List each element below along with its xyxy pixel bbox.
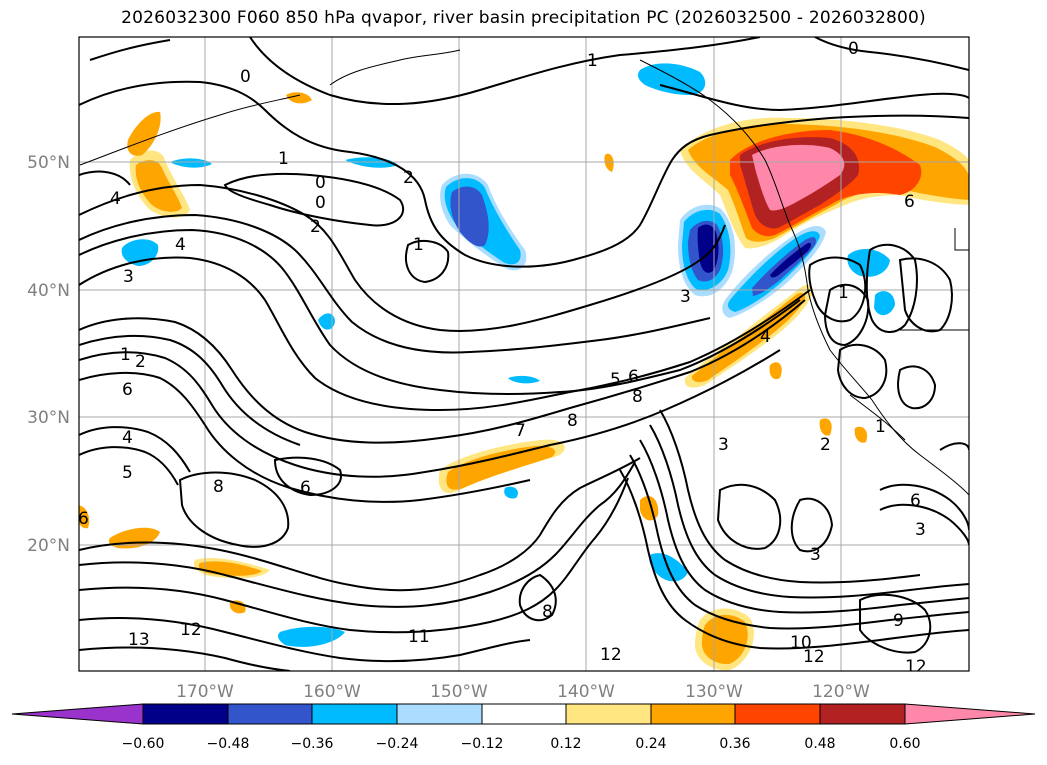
- contour-label: 6: [628, 367, 639, 387]
- longitude-labels: 170°W 160°W 150°W 140°W 130°W 120°W: [176, 682, 870, 702]
- contour-label: 5: [610, 370, 621, 390]
- lat-label-20n: 20°N: [27, 536, 70, 556]
- contour-label: 12: [803, 647, 825, 667]
- contour-label: 7: [515, 421, 526, 441]
- colorbar-tick-label: −0.48: [207, 736, 250, 752]
- contour-label: 0: [315, 173, 326, 193]
- colorbar-segment: [143, 704, 228, 724]
- contour-label: 13: [128, 630, 150, 650]
- colorbar-tick-label: 0.48: [804, 736, 835, 752]
- contour-label: 8: [213, 477, 224, 497]
- contour-label: 6: [78, 509, 89, 529]
- contour-label: 6: [300, 478, 311, 498]
- map-frame: [78, 36, 970, 672]
- lon-label-150w: 150°W: [430, 682, 488, 702]
- lon-label-140w: 140°W: [557, 682, 615, 702]
- colorbar-segment: [820, 704, 905, 724]
- colorbar-segment: [312, 704, 397, 724]
- colorbar: −0.60 −0.48 −0.36 −0.24 −0.12 0.12 0.24 …: [11, 703, 1036, 752]
- latitude-labels: 50°N 40°N 30°N 20°N: [27, 153, 70, 556]
- contour-label: 4: [122, 428, 133, 448]
- contour-label: 0: [315, 193, 326, 213]
- contour-label: 4: [175, 235, 186, 255]
- contour-label: 3: [810, 545, 821, 565]
- colorbar-segment: [651, 704, 735, 724]
- contour-label: 5: [122, 463, 133, 483]
- colorbar-tick-label: 0.60: [889, 736, 920, 752]
- contour-label: 3: [915, 520, 926, 540]
- contour-label: 4: [760, 327, 771, 347]
- colorbar-segment: [228, 704, 312, 724]
- map-title: 2026032300 F060 850 hPa qvapor, river ba…: [121, 8, 926, 28]
- contour-label: 1: [838, 283, 849, 303]
- colorbar-tick-label: 0.36: [719, 736, 750, 752]
- contour-label: 1: [120, 345, 131, 365]
- lon-label-160w: 160°W: [303, 682, 361, 702]
- colorbar-extend-low: [12, 704, 143, 724]
- contour-label: 1: [413, 235, 424, 255]
- contour-label: 3: [680, 287, 691, 307]
- coastlines: [79, 49, 969, 496]
- contour-label: 0: [848, 39, 859, 59]
- colorbar-extend-high: [905, 704, 1035, 724]
- lat-label-30n: 30°N: [27, 408, 70, 428]
- contour-label: 8: [542, 602, 553, 622]
- contour-label: 8: [632, 387, 643, 407]
- contour-labels: 1 0 1 2 0 0 2 4 4 1 3 1 2 6 5 6 8 7 8 4 …: [78, 39, 927, 677]
- contour-label: 12: [905, 657, 927, 677]
- map-area: 1 0 1 2 0 0 2 4 4 1 3 1 2 6 5 6 8 7 8 4 …: [78, 37, 969, 677]
- contour-label: 6: [904, 192, 915, 212]
- lon-label-120w: 120°W: [812, 682, 870, 702]
- contour-label: 12: [600, 645, 622, 665]
- contour-label: 2: [820, 435, 831, 455]
- contour-label: 1: [587, 51, 598, 71]
- lon-label-130w: 130°W: [685, 682, 743, 702]
- qvapor-contours: [79, 37, 969, 671]
- lon-label-170w: 170°W: [176, 682, 234, 702]
- contour-label: 2: [135, 352, 146, 372]
- colorbar-tick-label: −0.36: [291, 736, 334, 752]
- contour-label: 8: [567, 411, 578, 431]
- contour-label: 1: [875, 417, 886, 437]
- contour-label: 6: [910, 491, 921, 511]
- colorbar-segment: [735, 704, 820, 724]
- colorbar-segment: [566, 704, 651, 724]
- contour-label: 9: [893, 611, 904, 631]
- contour-label: 2: [403, 168, 414, 188]
- colorbar-tick-label: 0.24: [635, 736, 666, 752]
- contour-label: 4: [110, 189, 121, 209]
- contour-label: 11: [408, 627, 430, 647]
- contour-label: 6: [122, 380, 133, 400]
- lat-label-50n: 50°N: [27, 153, 70, 173]
- colorbar-segment: [397, 704, 482, 724]
- contour-label: 2: [310, 217, 321, 237]
- contour-label: 3: [123, 267, 134, 287]
- colorbar-tick-label: −0.12: [461, 736, 504, 752]
- colorbar-tick-label: −0.24: [376, 736, 419, 752]
- contour-label: 1: [278, 149, 289, 169]
- gridlines: [79, 37, 969, 671]
- lat-label-40n: 40°N: [27, 281, 70, 301]
- colorbar-segment: [482, 704, 566, 724]
- contour-label: 3: [718, 435, 729, 455]
- contour-label: 10: [790, 633, 812, 653]
- colorbar-tick-label: −0.60: [122, 736, 165, 752]
- contour-label: 12: [180, 620, 202, 640]
- contour-label: 0: [240, 67, 251, 87]
- colorbar-tick-label: 0.12: [550, 736, 581, 752]
